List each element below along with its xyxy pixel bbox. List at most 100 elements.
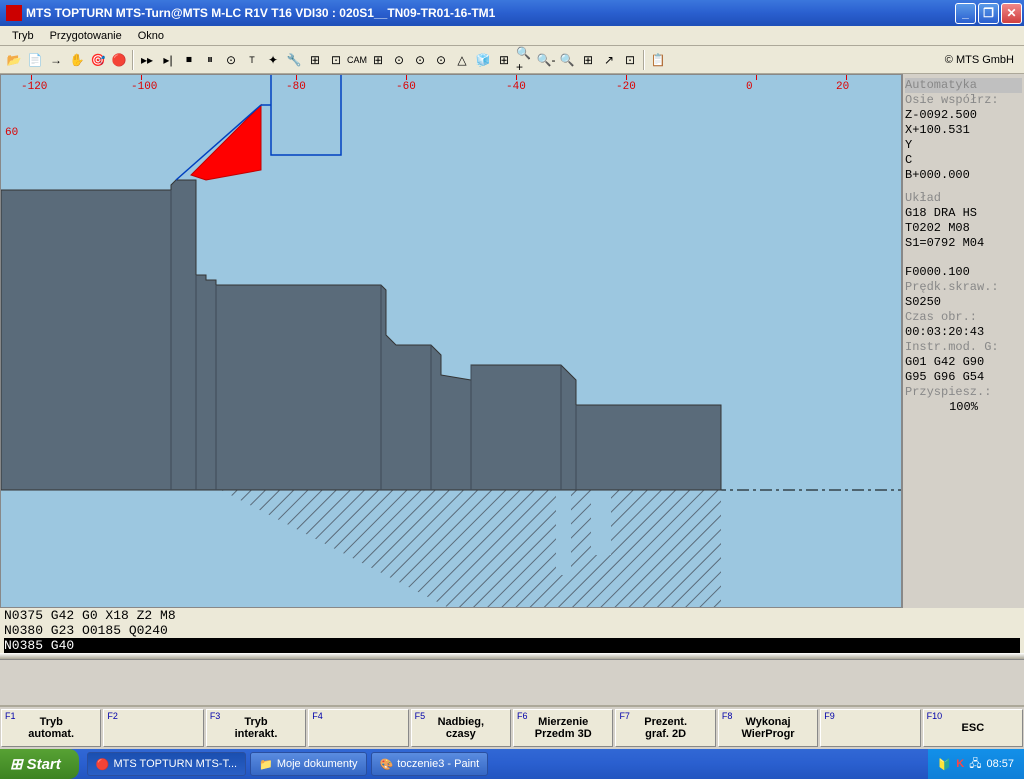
czas-header: Czas obr.:: [905, 310, 1022, 325]
function-keys: F1Trybautomat.F2F3Trybinterakt.F4F5Nadbi…: [0, 705, 1024, 749]
toolbar-button-12[interactable]: T: [242, 50, 262, 70]
ruler-tick: -60: [396, 81, 416, 93]
fkey-f10[interactable]: F10ESC: [923, 709, 1023, 747]
toolbar-button-2[interactable]: →: [46, 50, 66, 70]
tray-icon[interactable]: K: [956, 758, 964, 770]
fkey-f2[interactable]: F2: [103, 709, 203, 747]
nc-line: N0375 G42 G0 X18 Z2 M8: [4, 608, 1020, 623]
speed-s: S0250: [905, 295, 1022, 310]
app-icon: [6, 5, 22, 21]
toolbar-button-27[interactable]: 🔍: [557, 50, 577, 70]
start-button[interactable]: ⊞Start: [0, 749, 79, 779]
coord-y: Y: [905, 138, 1022, 153]
toolbar-button-8[interactable]: ▸|: [158, 50, 178, 70]
taskbar: ⊞Start 🔴MTS TOPTURN MTS-T...📁Moje dokume…: [0, 749, 1024, 779]
window-titlebar: MTS TOPTURN MTS-Turn@MTS M-LC R1V T16 VD…: [0, 0, 1024, 26]
instr-1: G01 G42 G90: [905, 355, 1022, 370]
toolbar-button-22[interactable]: △: [452, 50, 472, 70]
close-button[interactable]: ✕: [1001, 3, 1022, 24]
toolbar-button-0[interactable]: 📂: [4, 50, 24, 70]
coord-x: X+100.531: [905, 123, 1022, 138]
fkey-f8[interactable]: F8WykonajWierProgr: [718, 709, 818, 747]
menu-tryb[interactable]: Tryb: [4, 28, 42, 44]
toolbar-button-23[interactable]: 🧊: [473, 50, 493, 70]
clock[interactable]: 08:57: [986, 758, 1014, 770]
menu-okno[interactable]: Okno: [130, 28, 172, 44]
toolbar-button-10[interactable]: ⏸: [200, 50, 220, 70]
predk-header: Prędk.skraw.:: [905, 280, 1022, 295]
instr-2: G95 G96 G54: [905, 370, 1022, 385]
toolbar: 📂📄→✋🎯🔴▸▸▸|⏹⏸⊙T✦🔧⊞⊡CAM⊞⊙⊙⊙△🧊⊞🔍+🔍-🔍⊞↗⊡📋© M…: [0, 46, 1024, 74]
ruler-tick: 20: [836, 81, 849, 93]
czas-value: 00:03:20:43: [905, 325, 1022, 340]
minimize-button[interactable]: _: [955, 3, 976, 24]
instr-header: Instr.mod. G:: [905, 340, 1022, 355]
toolbar-button-1[interactable]: 📄: [25, 50, 45, 70]
toolbar-button-18[interactable]: ⊞: [368, 50, 388, 70]
tray-icon[interactable]: 🔰: [938, 758, 952, 771]
ruler-tick: 60: [5, 127, 18, 139]
toolbar-button-11[interactable]: ⊙: [221, 50, 241, 70]
fkey-f4[interactable]: F4: [308, 709, 408, 747]
przysp-header: Przyspiesz.:: [905, 385, 1022, 400]
toolbar-button-25[interactable]: 🔍+: [515, 50, 535, 70]
uklad-3: S1=0792 M04: [905, 236, 1022, 251]
ruler-tick: -80: [286, 81, 306, 93]
menubar: Tryb Przygotowanie Okno: [0, 26, 1024, 46]
ruler-tick: -20: [616, 81, 636, 93]
toolbar-button-5[interactable]: 🔴: [109, 50, 129, 70]
uklad-2: T0202 M08: [905, 221, 1022, 236]
toolbar-button-28[interactable]: ⊞: [578, 50, 598, 70]
fkey-f3[interactable]: F3Trybinterakt.: [206, 709, 306, 747]
toolbar-button-3[interactable]: ✋: [67, 50, 87, 70]
uklad-1: G18 DRA HS: [905, 206, 1022, 221]
ruler-tick: -40: [506, 81, 526, 93]
toolbar-button-32[interactable]: 📋: [648, 50, 668, 70]
lathe-drawing: [1, 75, 901, 608]
toolbar-button-16[interactable]: ⊡: [326, 50, 346, 70]
uklad-header: Układ: [905, 191, 1022, 206]
ruler-tick: 0: [746, 81, 753, 93]
toolbar-button-26[interactable]: 🔍-: [536, 50, 556, 70]
info-panel: Automatyka Osie współrz: Z-0092.500 X+10…: [902, 74, 1024, 608]
toolbar-button-14[interactable]: 🔧: [284, 50, 304, 70]
system-tray[interactable]: 🔰 K 🖧 08:57: [928, 749, 1024, 779]
ruler-tick: -100: [131, 81, 157, 93]
mode-label: Automatyka: [905, 78, 1022, 93]
menu-przygotowanie[interactable]: Przygotowanie: [42, 28, 130, 44]
toolbar-button-21[interactable]: ⊙: [431, 50, 451, 70]
toolbar-button-4[interactable]: 🎯: [88, 50, 108, 70]
toolbar-button-29[interactable]: ↗: [599, 50, 619, 70]
toolbar-button-24[interactable]: ⊞: [494, 50, 514, 70]
simulation-canvas[interactable]: -120 -100 -80 -60 -40 -20 0 20 60: [0, 74, 902, 608]
feed-f: F0000.100: [905, 265, 1022, 280]
window-title: MTS TOPTURN MTS-Turn@MTS M-LC R1V T16 VD…: [26, 6, 953, 20]
toolbar-button-17[interactable]: CAM: [347, 50, 367, 70]
toolbar-button-19[interactable]: ⊙: [389, 50, 409, 70]
copyright-label: © MTS GmbH: [945, 54, 1020, 66]
ruler-tick: -120: [21, 81, 47, 93]
fkey-f7[interactable]: F7Prezent.graf. 2D: [615, 709, 715, 747]
toolbar-button-9[interactable]: ⏹: [179, 50, 199, 70]
toolbar-button-20[interactable]: ⊙: [410, 50, 430, 70]
work-area: -120 -100 -80 -60 -40 -20 0 20 60 Automatyka Osi…: [0, 74, 1024, 608]
toolbar-button-15[interactable]: ⊞: [305, 50, 325, 70]
taskbar-task[interactable]: 🎨toczenie3 - Paint: [371, 752, 489, 776]
coord-b: B+000.000: [905, 168, 1022, 183]
przysp-value: 100%: [905, 400, 1022, 415]
fkey-f1[interactable]: F1Trybautomat.: [1, 709, 101, 747]
nc-current-line: N0385 G40: [4, 638, 1020, 653]
fkey-f6[interactable]: F6MierzeniePrzedm 3D: [513, 709, 613, 747]
nc-line: N0380 G23 O0185 Q0240: [4, 623, 1020, 638]
fkey-f5[interactable]: F5Nadbieg,czasy: [411, 709, 511, 747]
maximize-button[interactable]: ❐: [978, 3, 999, 24]
fkey-f9[interactable]: F9: [820, 709, 920, 747]
coord-c: C: [905, 153, 1022, 168]
taskbar-task[interactable]: 🔴MTS TOPTURN MTS-T...: [87, 752, 246, 776]
toolbar-button-13[interactable]: ✦: [263, 50, 283, 70]
taskbar-task[interactable]: 📁Moje dokumenty: [250, 752, 366, 776]
tray-icon[interactable]: 🖧: [969, 755, 981, 774]
toolbar-button-7[interactable]: ▸▸: [137, 50, 157, 70]
coord-z: Z-0092.500: [905, 108, 1022, 123]
toolbar-button-30[interactable]: ⊡: [620, 50, 640, 70]
